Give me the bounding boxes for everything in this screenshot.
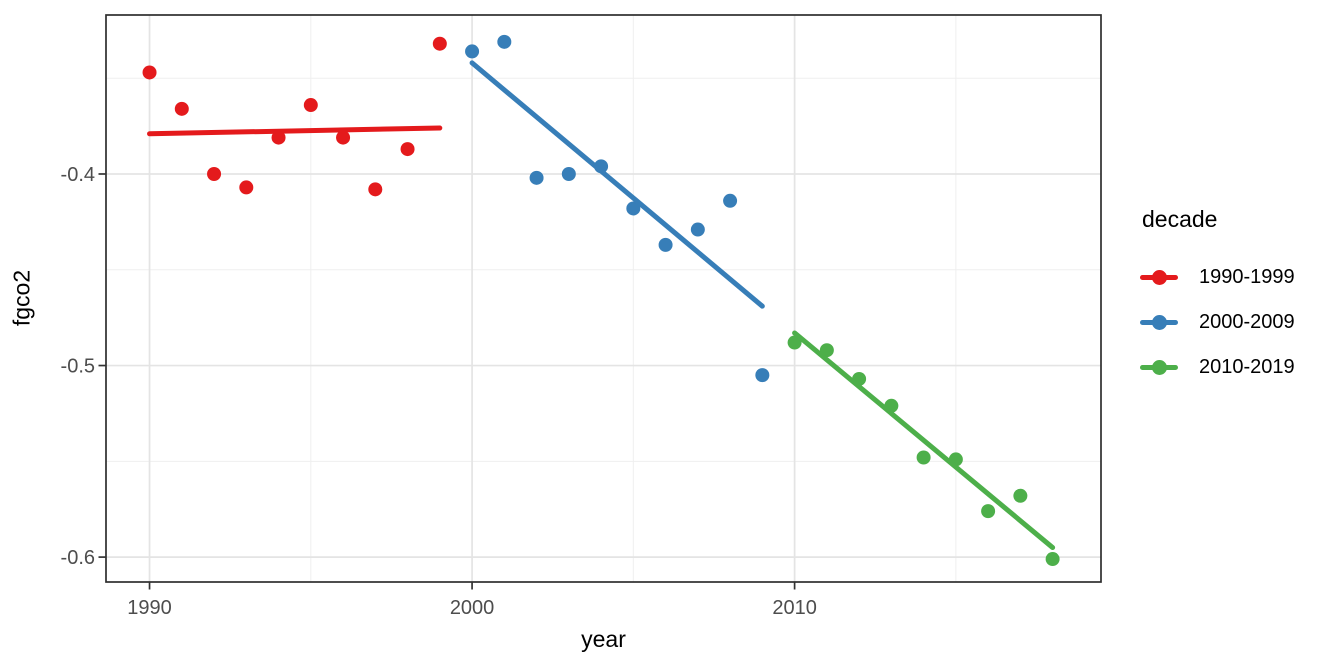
data-point-2000-2009-2000 [465,44,480,59]
data-point-2000-2009-2003 [561,166,576,181]
data-point-2010-2019-2014 [916,450,931,465]
y-tick-label: -0.5 [61,356,95,378]
legend-label: 1990-1999 [1199,266,1295,288]
data-point-1990-1999-1994 [271,130,286,145]
trend-line-2010-2019 [792,330,1056,551]
x-tick-label: 2010 [772,597,817,619]
legend-item-2000-2009: 2000-2009 [1140,300,1295,345]
data-point-2000-2009-2001 [497,34,512,49]
data-point-2010-2019-2018 [1045,552,1060,567]
data-point-2000-2009-2008 [723,193,738,208]
data-point-2010-2019-2017 [1013,488,1028,503]
y-axis-title: fgco2 [8,269,35,327]
data-point-1990-1999-1996 [336,130,351,145]
legend-key-icon [1140,315,1178,331]
x-tick-label: 1990 [127,597,172,619]
data-point-1990-1999-1995 [303,98,318,113]
trend-line-1990-1999 [147,125,443,137]
legend-key-dot [1151,360,1167,375]
legend-label: 2010-2019 [1199,356,1295,378]
legend-key-dot [1151,315,1167,330]
data-point-2010-2019-2016 [981,504,996,519]
legend-item-2010-2019: 2010-2019 [1140,345,1295,390]
data-point-1990-1999-1991 [174,101,189,116]
y-tick-label: -0.6 [61,547,95,569]
plot-panel [106,15,1101,582]
data-point-1990-1999-1993 [239,180,254,195]
data-point-2000-2009-2007 [690,222,705,237]
legend-key-icon [1140,360,1178,376]
data-point-2000-2009-2006 [658,237,673,252]
legend-title: decade [1142,206,1218,232]
data-point-1990-1999-1997 [368,182,383,197]
data-point-1990-1999-1992 [207,166,222,181]
legend: decade 1990-1999 2000-2009 2010-2019 [1140,206,1295,390]
data-point-2000-2009-2002 [529,170,544,185]
data-point-2000-2009-2005 [626,201,641,216]
x-axis-title: year [581,626,626,652]
legend-items: 1990-1999 2000-2009 2010-2019 [1140,255,1295,390]
data-point-1990-1999-1998 [400,142,415,157]
legend-item-1990-1999: 1990-1999 [1140,255,1295,300]
legend-key-icon [1140,270,1178,286]
panel-border [105,14,1102,583]
data-point-1990-1999-1990 [142,65,157,80]
data-point-2000-2009-2009 [755,368,770,383]
data-point-1990-1999-1999 [432,36,447,51]
legend-key-dot [1151,270,1167,285]
y-tick-label: -0.4 [61,164,95,186]
trend-line-2000-2009 [469,60,765,309]
legend-label: 2000-2009 [1199,311,1295,333]
x-tick-label: 2000 [450,597,495,619]
